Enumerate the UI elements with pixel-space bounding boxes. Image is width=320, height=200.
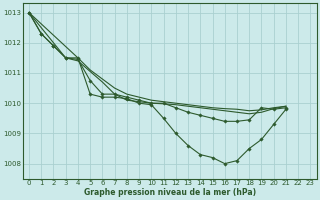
X-axis label: Graphe pression niveau de la mer (hPa): Graphe pression niveau de la mer (hPa) [84,188,256,197]
